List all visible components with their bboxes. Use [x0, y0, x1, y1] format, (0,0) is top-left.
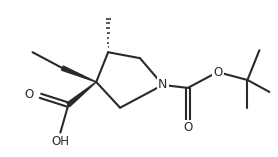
- Polygon shape: [61, 66, 96, 82]
- Text: OH: OH: [51, 135, 70, 148]
- Text: O: O: [213, 66, 222, 78]
- Text: O: O: [183, 121, 192, 134]
- Text: O: O: [24, 88, 33, 101]
- Text: N: N: [158, 78, 168, 91]
- Polygon shape: [67, 82, 96, 106]
